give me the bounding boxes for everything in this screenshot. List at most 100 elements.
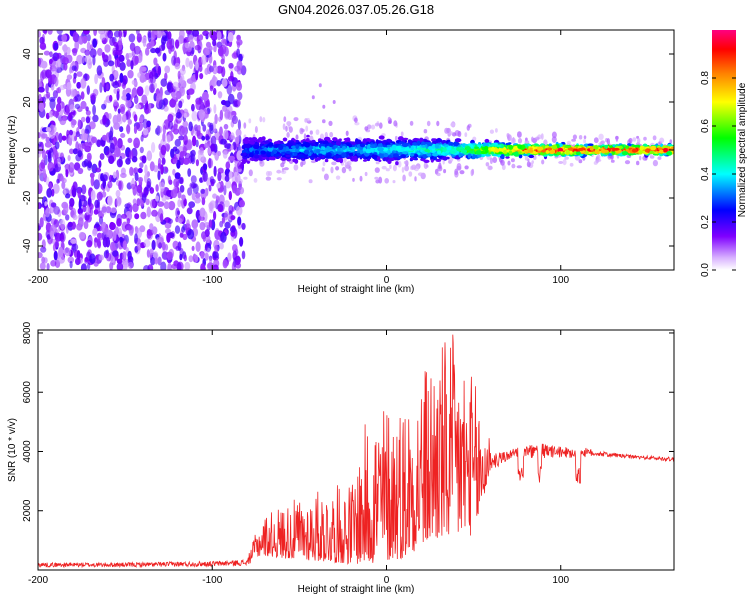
carrier-cell bbox=[286, 142, 293, 146]
noise-cell bbox=[215, 195, 220, 204]
carrier-cell bbox=[575, 151, 581, 156]
noise-cell bbox=[166, 82, 172, 91]
noise-cell bbox=[83, 30, 90, 35]
noise-cell bbox=[136, 33, 142, 43]
halo-cell bbox=[322, 119, 326, 124]
carrier-cell bbox=[294, 151, 298, 156]
noise-cell bbox=[224, 221, 231, 229]
noise-cell bbox=[151, 239, 156, 251]
carrier-cell bbox=[282, 146, 287, 152]
noise-cell bbox=[51, 188, 55, 197]
noise-cell bbox=[74, 39, 80, 51]
noise-cell bbox=[195, 159, 199, 167]
noise-cell bbox=[228, 155, 235, 161]
halo-cell bbox=[286, 132, 290, 138]
noise-cell bbox=[184, 261, 191, 270]
spectrogram-heatmap bbox=[38, 30, 674, 270]
carrier-cell bbox=[281, 151, 286, 155]
halo-cell bbox=[374, 176, 379, 180]
carrier-cell bbox=[484, 145, 489, 151]
carrier-cell bbox=[321, 155, 325, 159]
noise-cell bbox=[63, 189, 67, 196]
noise-cell bbox=[186, 30, 192, 35]
halo-cell bbox=[374, 122, 380, 127]
halo-cell bbox=[254, 126, 258, 133]
noise-cell bbox=[50, 260, 57, 267]
halo-cell bbox=[510, 158, 515, 163]
noise-cell bbox=[103, 59, 109, 67]
noise-cell bbox=[125, 87, 132, 94]
noise-cell bbox=[105, 83, 109, 91]
carrier-cell bbox=[434, 143, 439, 149]
halo-cell bbox=[454, 168, 459, 175]
noise-cell bbox=[209, 200, 217, 209]
noise-cell bbox=[208, 53, 213, 64]
noise-cell bbox=[149, 223, 154, 231]
noise-cell bbox=[161, 157, 166, 165]
noise-cell bbox=[109, 142, 115, 154]
noise-cell bbox=[51, 61, 59, 71]
carrier-cell bbox=[402, 151, 409, 155]
carrier-cell bbox=[513, 151, 520, 157]
noise-cell bbox=[155, 195, 160, 202]
noise-cell bbox=[112, 114, 119, 126]
carrier-cell bbox=[341, 152, 345, 157]
noise-cell bbox=[94, 199, 100, 209]
noise-cell bbox=[227, 31, 234, 43]
noise-cell bbox=[235, 255, 241, 264]
snr-ytick-label: 4000 bbox=[22, 440, 33, 463]
noise-cell bbox=[44, 141, 52, 148]
noise-cell bbox=[76, 81, 82, 89]
carrier-cell bbox=[421, 147, 427, 151]
carrier-cell bbox=[631, 148, 638, 153]
halo-cell bbox=[487, 165, 493, 171]
noise-cell bbox=[108, 155, 115, 164]
noise-cell bbox=[198, 65, 203, 72]
noise-cell bbox=[96, 65, 103, 76]
snr-xlabel: Height of straight line (km) bbox=[298, 584, 415, 595]
noise-cell bbox=[194, 254, 199, 263]
noise-cell bbox=[151, 209, 158, 217]
noise-cell bbox=[74, 135, 78, 142]
noise-cell bbox=[115, 44, 119, 52]
halo-cell bbox=[384, 178, 390, 184]
noise-cell bbox=[199, 73, 204, 80]
halo-cell bbox=[569, 162, 574, 167]
noise-cell bbox=[39, 262, 46, 270]
noise-cell bbox=[133, 125, 138, 134]
carrier-cell bbox=[453, 141, 459, 147]
snr-frame bbox=[37, 329, 675, 571]
noise-cell bbox=[47, 30, 53, 35]
noise-cell bbox=[164, 166, 168, 173]
noise-cell bbox=[136, 86, 144, 97]
noise-cell bbox=[177, 190, 182, 199]
carrier-cell bbox=[650, 145, 656, 151]
noise-cell bbox=[174, 172, 181, 180]
noise-cell bbox=[66, 82, 72, 90]
noise-cell bbox=[229, 170, 233, 180]
halo-cell bbox=[526, 161, 531, 168]
noise-cell bbox=[38, 30, 41, 38]
colorbar-tick-label: 0.2 bbox=[700, 215, 711, 229]
noise-cell bbox=[81, 184, 87, 195]
carrier-cell bbox=[383, 152, 389, 158]
speck-cell bbox=[322, 104, 326, 109]
halo-cell bbox=[392, 164, 397, 172]
noise-cell bbox=[191, 219, 199, 229]
halo-cell bbox=[276, 169, 282, 174]
noise-cell bbox=[50, 83, 55, 91]
noise-cell bbox=[219, 220, 224, 228]
noise-cell bbox=[213, 165, 217, 177]
noise-cell bbox=[43, 257, 48, 264]
noise-cell bbox=[70, 238, 77, 244]
halo-cell bbox=[259, 116, 263, 123]
halo-cell bbox=[438, 162, 442, 169]
noise-cell bbox=[212, 251, 219, 259]
carrier-cell bbox=[416, 147, 423, 150]
noise-cell bbox=[210, 135, 217, 146]
carrier-cell bbox=[335, 140, 341, 146]
carrier-cell bbox=[249, 140, 255, 145]
noise-cell bbox=[133, 114, 138, 122]
noise-cell bbox=[45, 83, 49, 94]
halo-cell bbox=[457, 130, 462, 138]
